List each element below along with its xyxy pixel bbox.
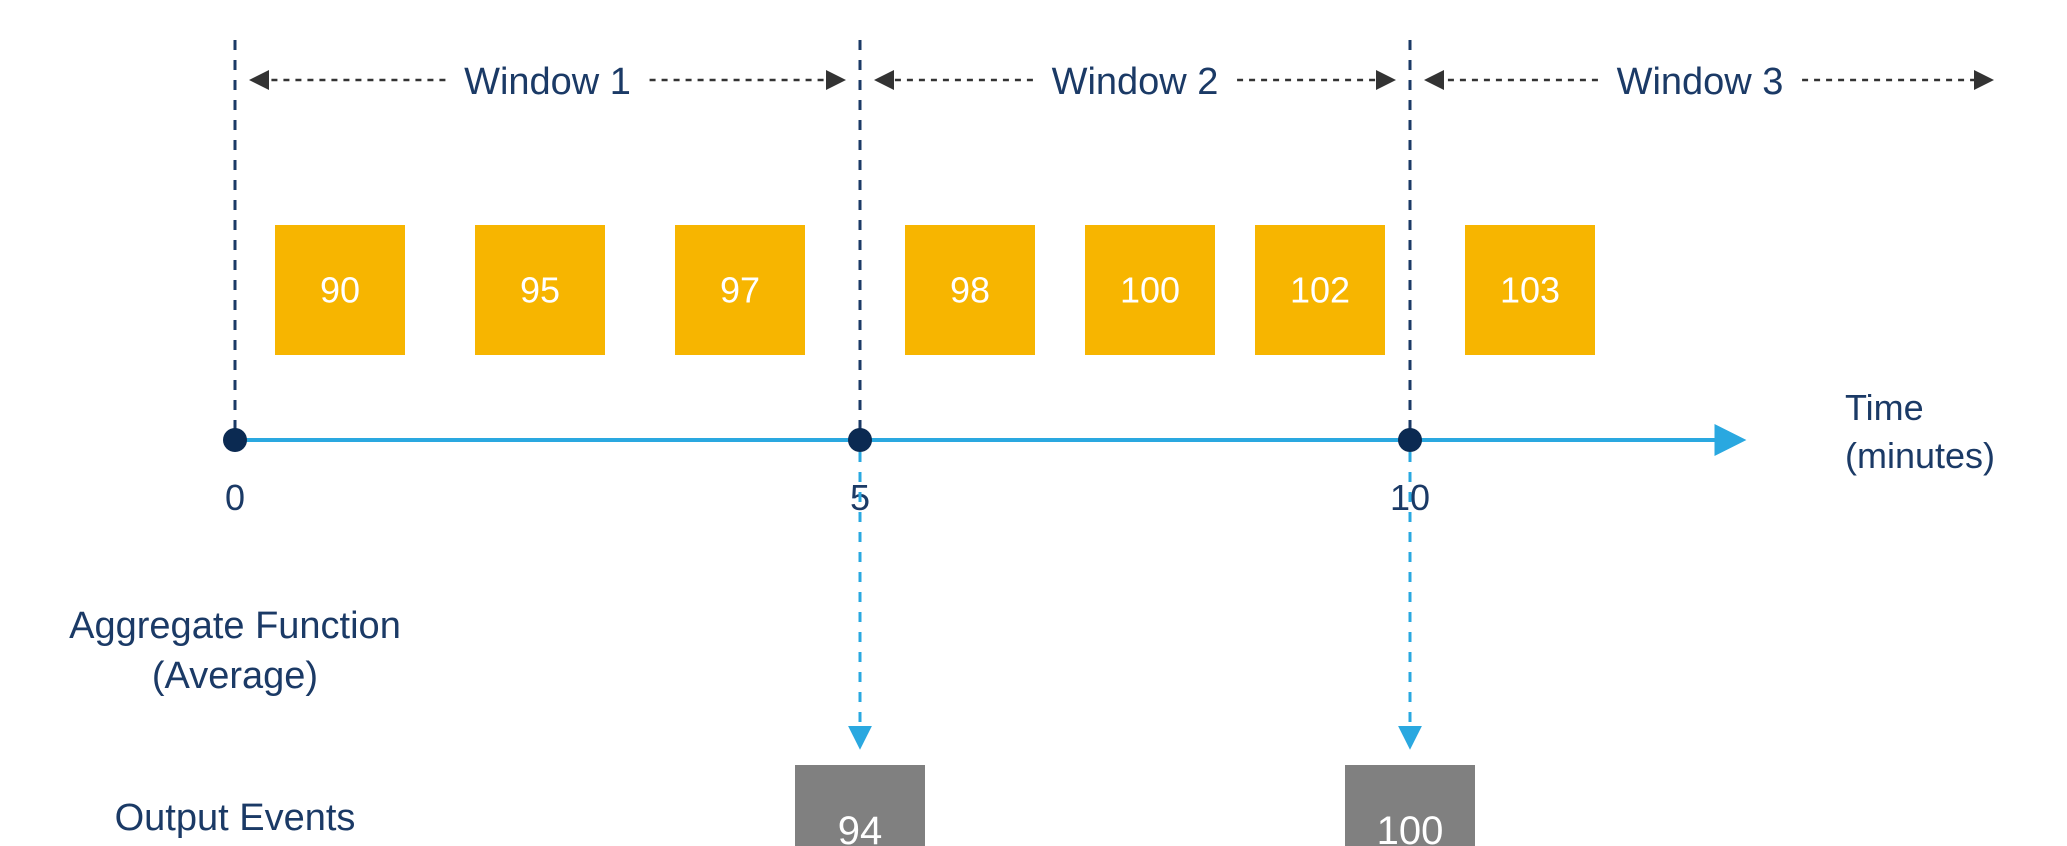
event-value: 97 — [720, 270, 760, 311]
axis-tick-dot — [223, 428, 247, 452]
window-label: Window 2 — [1052, 61, 1219, 103]
event-value: 103 — [1500, 270, 1560, 311]
window-label: Window 1 — [464, 61, 631, 103]
axis-tick-dot — [848, 428, 872, 452]
window-label: Window 3 — [1617, 61, 1784, 103]
event-value: 95 — [520, 270, 560, 311]
event-value: 98 — [950, 270, 990, 311]
aggregate-function-label-line2: (Average) — [152, 655, 318, 697]
axis-tick-dot — [1398, 428, 1422, 452]
axis-label-line1: Time — [1845, 387, 1924, 428]
output-value: 100 — [1377, 809, 1444, 846]
event-value: 100 — [1120, 270, 1180, 311]
axis-tick-label: 0 — [225, 477, 245, 518]
event-value: 90 — [320, 270, 360, 311]
event-value: 102 — [1290, 270, 1350, 311]
output-value: 94 — [838, 809, 883, 846]
output-events-label: Output Events — [115, 797, 356, 839]
axis-label-line2: (minutes) — [1845, 435, 1995, 476]
aggregate-function-label-line1: Aggregate Function — [69, 605, 401, 647]
